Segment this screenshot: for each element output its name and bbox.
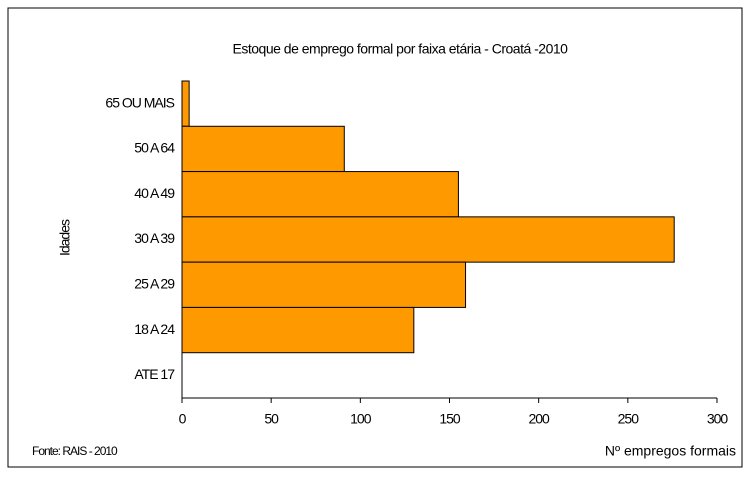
y-tick-label: 25 A 29 bbox=[134, 275, 175, 291]
bar bbox=[181, 171, 459, 218]
x-axis-label: Nº empregos formais bbox=[605, 443, 736, 459]
x-tick-label: 150 bbox=[439, 411, 461, 427]
x-tick-label: 50 bbox=[264, 411, 279, 427]
x-tick-label: 100 bbox=[350, 411, 372, 427]
y-tick-label: 30 A 39 bbox=[134, 230, 175, 246]
bar bbox=[181, 216, 675, 263]
x-tick-label: 0 bbox=[179, 411, 187, 427]
bar bbox=[181, 125, 345, 173]
bar bbox=[181, 261, 467, 308]
chart-title: Estoque de emprego formal por faixa etár… bbox=[233, 41, 569, 57]
y-tick-label: 65 OU MAIS bbox=[105, 94, 174, 110]
source-note: Fonte: RAIS - 2010 bbox=[32, 444, 118, 458]
y-tick-label: 18 A 24 bbox=[134, 321, 175, 337]
y-axis-label: Idades bbox=[57, 219, 73, 256]
bar bbox=[181, 80, 190, 127]
x-tick-label: 200 bbox=[528, 411, 550, 427]
x-tick-label: 250 bbox=[618, 411, 640, 427]
y-tick-label: 40 A 49 bbox=[134, 185, 175, 201]
y-tick-label: ATE 17 bbox=[134, 366, 175, 382]
bar bbox=[181, 306, 415, 354]
y-tick-label: 50 A 64 bbox=[134, 140, 175, 156]
x-tick-label: 300 bbox=[707, 411, 729, 427]
